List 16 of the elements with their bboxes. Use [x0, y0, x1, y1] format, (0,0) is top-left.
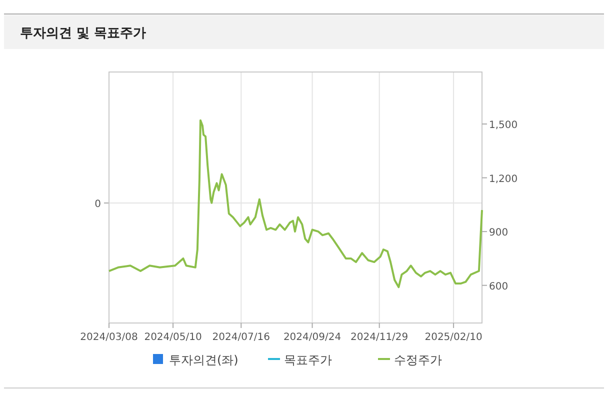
- line-series: [108, 119, 483, 288]
- x-tick-label: 2024/07/16: [212, 332, 270, 343]
- legend-label: 목표주가: [284, 353, 332, 367]
- y2-tick-label: 1,200: [489, 174, 518, 185]
- legend-label: 수정주가: [394, 353, 442, 367]
- text: 0: [94, 199, 101, 210]
- y2-tick-label: 1,500: [489, 120, 518, 131]
- chart-title: 투자의견 및 목표주가: [20, 26, 146, 41]
- x-tick-label: 2024/09/24: [283, 332, 342, 343]
- x-tick-label: 2025/02/10: [424, 332, 482, 343]
- y2-tick-label: 600: [489, 281, 508, 292]
- x-tick-label: 2024/11/29: [350, 332, 408, 343]
- y2-tick-label: 900: [489, 228, 508, 239]
- x-tick-label: 2024/03/08: [80, 332, 138, 343]
- x-tick-label: 2024/05/10: [144, 332, 202, 343]
- legend-label: 투자의견(좌): [169, 353, 238, 367]
